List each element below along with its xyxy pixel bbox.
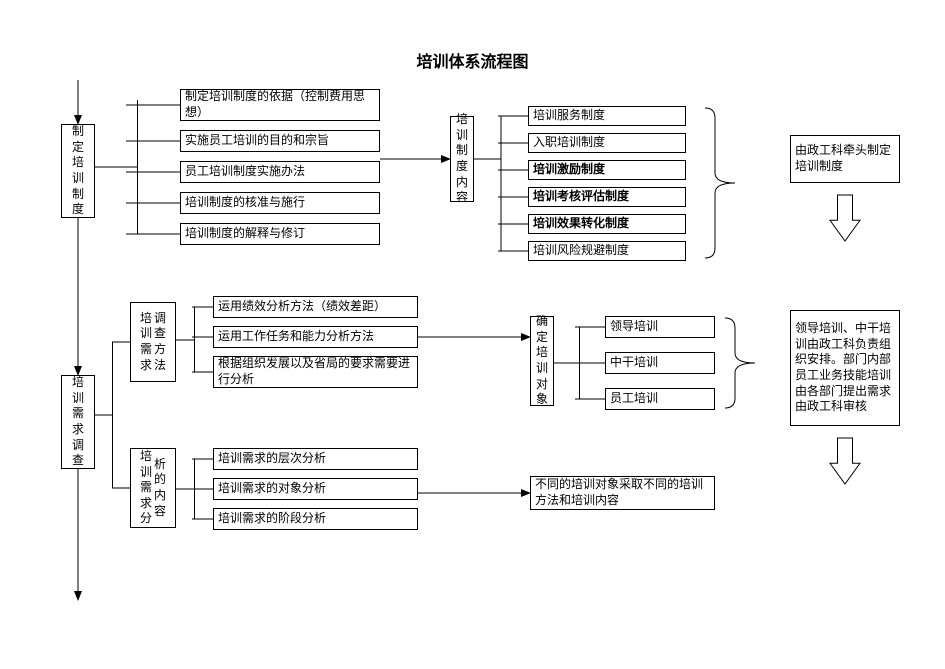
node-d0: 确定培训对象 xyxy=(530,316,554,406)
node-b4: 培训制度的核准与施行 xyxy=(180,192,380,214)
node-c3: 培训激励制度 xyxy=(528,160,686,180)
node-c5: 培训效果转化制度 xyxy=(528,214,686,234)
node-d1: 领导培训 xyxy=(605,316,715,338)
node-m1: 培训需求调查方法 xyxy=(130,302,176,382)
node-c0: 培训制度内容 xyxy=(450,116,474,202)
node-m2a: 培训需求的层次分析 xyxy=(213,448,418,470)
diagram-title: 培训体系流程图 xyxy=(0,48,945,72)
node-b3: 员工培训制度实施办法 xyxy=(180,161,380,183)
node-b1: 制定培训制度的依据（控制费用思想） xyxy=(180,89,380,121)
node-m2c: 培训需求的阶段分析 xyxy=(213,508,418,530)
node-c4: 培训考核评估制度 xyxy=(528,187,686,207)
node-n1: 制定培训制度 xyxy=(61,124,95,218)
node-b2: 实施员工培训的目的和宗旨 xyxy=(180,130,380,152)
node-m2b: 培训需求的对象分析 xyxy=(213,478,418,500)
node-n2: 培训需求调查 xyxy=(61,375,95,469)
node-c6: 培训风险规避制度 xyxy=(528,241,686,261)
node-d2: 中干培训 xyxy=(605,352,715,374)
node-m2: 培训需求分析的内容 xyxy=(130,448,176,528)
node-c2: 入职培训制度 xyxy=(528,133,686,153)
node-m1a: 运用绩效分析方法（绩效差距） xyxy=(213,296,418,318)
node-e1: 不同的培训对象采取不同的培训方法和培训内容 xyxy=(530,476,715,510)
node-m1b: 运用工作任务和能力分析方法 xyxy=(213,326,418,348)
node-r2: 领导培训、中干培训由政工科负责组织安排。部门内部员工业务技能培训由各部门提出需求… xyxy=(790,310,900,426)
node-m1c: 根据组织发展以及省局的要求需要进行分析 xyxy=(213,356,418,388)
node-b5: 培训制度的解释与修订 xyxy=(180,223,380,245)
node-c1: 培训服务制度 xyxy=(528,106,686,126)
node-r1: 由政工科牵头制定培训制度 xyxy=(790,135,900,183)
node-d3: 员工培训 xyxy=(605,388,715,410)
